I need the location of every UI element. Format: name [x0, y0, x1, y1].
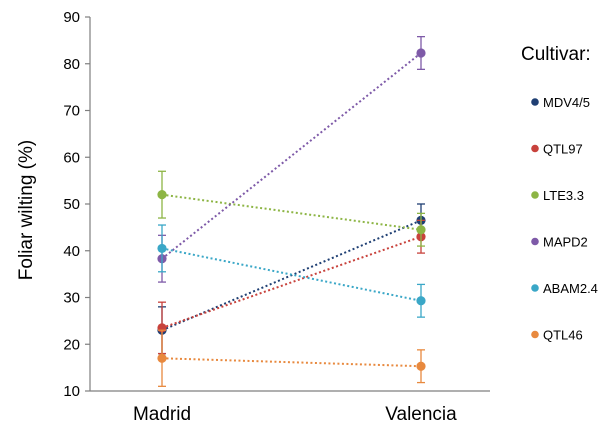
- series-group: [157, 35, 426, 387]
- data-point: [157, 243, 167, 254]
- legend-label: QTL46: [543, 328, 583, 343]
- y-tick-label: 40: [63, 243, 80, 260]
- y-tick-label: 90: [63, 9, 80, 26]
- series-mapd2: [157, 35, 426, 283]
- y-tick-label: 30: [63, 290, 80, 307]
- y-axis-ticks: 10 20 30 40 50 60 70 80 90: [63, 9, 90, 400]
- legend-marker: [531, 284, 539, 292]
- legend: Cultivar: MDV4/5 QTL97 LTE3.3 MAPD2 ABAM2.4 Q…: [521, 44, 598, 343]
- legend-label: QTL97: [543, 142, 583, 157]
- series-line: [161, 193, 422, 231]
- x-category-label: Valencia: [385, 404, 457, 425]
- y-tick-label: 20: [63, 336, 80, 353]
- data-point: [157, 353, 167, 363]
- data-point: [416, 361, 426, 371]
- series-line: [161, 235, 422, 329]
- y-axis-label: Foliar wilting (%): [16, 140, 37, 280]
- legend-label: LTE3.3: [543, 188, 584, 203]
- legend-marker: [531, 98, 539, 106]
- axes: [89, 17, 490, 392]
- legend-marker: [531, 191, 539, 199]
- legend-marker: [531, 144, 539, 153]
- y-tick-label: 70: [63, 103, 80, 120]
- series-qtl97: [157, 219, 426, 355]
- series-abam2-4: [157, 224, 426, 318]
- y-tick-label: 80: [63, 56, 80, 73]
- series-qtl46: [157, 329, 426, 387]
- legend-marker: [531, 237, 539, 246]
- x-category-label: Madrid: [133, 404, 191, 425]
- legend-label: ABAM2.4: [543, 281, 598, 296]
- y-tick-label: 10: [63, 383, 80, 400]
- series-mdv4-5: [157, 203, 426, 355]
- series-line: [161, 52, 422, 260]
- legend-label: MDV4/5: [543, 95, 590, 110]
- y-tick-label: 60: [63, 149, 80, 166]
- x-axis-labels: Madrid Valencia: [133, 404, 457, 425]
- data-point: [416, 225, 426, 235]
- data-point: [416, 48, 426, 58]
- series-line: [161, 247, 422, 302]
- y-tick-label: 50: [63, 196, 80, 213]
- data-point: [157, 190, 167, 200]
- legend-marker: [531, 330, 539, 339]
- series-line: [161, 357, 422, 368]
- series-lte3-3: [157, 170, 426, 247]
- legend-label: MAPD2: [543, 235, 588, 250]
- data-point: [416, 296, 426, 306]
- legend-title: Cultivar:: [521, 44, 591, 65]
